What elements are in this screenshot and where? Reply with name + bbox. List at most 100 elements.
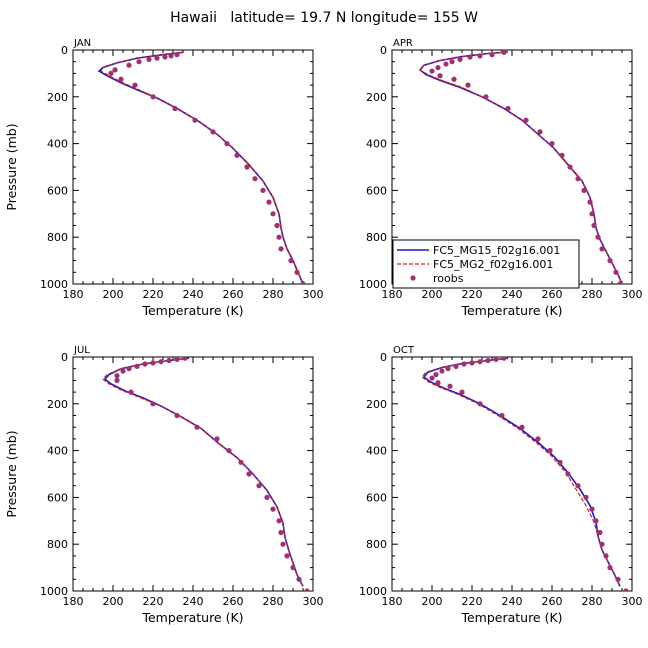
roobs-point <box>607 565 613 571</box>
x-tick-label: 200 <box>103 288 124 301</box>
y-tick-label: 200 <box>366 398 387 411</box>
roobs-point <box>565 471 571 477</box>
roobs-point <box>300 281 306 284</box>
roobs-point <box>461 361 467 367</box>
roobs-point <box>575 483 581 489</box>
roobs-point <box>435 380 441 386</box>
roobs-point <box>589 211 595 217</box>
y-tick-label: 400 <box>366 138 387 151</box>
roobs-point <box>429 68 435 74</box>
roobs-point <box>623 588 629 591</box>
roobs-point <box>477 53 483 59</box>
roobs-point <box>457 56 463 62</box>
legend-item-mg15: FC5_MG15_f02g16.001 <box>397 244 560 257</box>
series-line-mg2 <box>421 357 621 587</box>
panel-jan: 180 200 220 240 260 280 300 0 200 400 600 800 1000 JA… <box>4 38 324 318</box>
x-tick-label: 200 <box>422 288 443 301</box>
legend: FC5_MG15_f02g16.001FC5_MG2_f02g16.001roo… <box>392 239 580 289</box>
roobs-point <box>194 424 200 430</box>
roobs-point <box>469 360 475 366</box>
y-tick-label: 600 <box>366 184 387 197</box>
roobs-point <box>483 94 489 100</box>
roobs-point <box>128 389 134 395</box>
legend-label: roobs <box>433 272 464 285</box>
y-tick-label: 600 <box>366 491 387 504</box>
roobs-point <box>615 576 621 582</box>
roobs-point <box>172 105 178 112</box>
roobs-point <box>535 436 541 442</box>
y-tick-label: 200 <box>47 91 68 104</box>
roobs-point <box>134 363 140 369</box>
roobs-point <box>477 359 483 365</box>
roobs-point <box>114 377 120 383</box>
x-tick-label: 300 <box>303 288 324 301</box>
roobs-point <box>226 448 232 454</box>
roobs-point <box>150 360 156 366</box>
roobs-point <box>489 52 495 58</box>
roobs-point <box>591 222 597 229</box>
roobs-point <box>304 588 310 591</box>
legend-swatch-dot <box>410 275 416 281</box>
x-tick-label: 260 <box>542 595 563 608</box>
roobs-point <box>118 76 124 82</box>
roobs-point <box>437 73 443 79</box>
roobs-point <box>114 373 120 379</box>
roobs-point <box>583 494 589 500</box>
plot-frame <box>72 356 314 592</box>
roobs-point <box>523 117 529 123</box>
x-tick-label: 200 <box>422 595 443 608</box>
legend-label: FC5_MG15_f02g16.001 <box>433 244 560 257</box>
roobs-point <box>290 565 296 571</box>
roobs-point <box>168 53 174 59</box>
roobs-point <box>505 105 511 112</box>
roobs-point <box>465 82 471 88</box>
y-tick-label: 600 <box>47 491 68 504</box>
roobs-point <box>581 187 587 193</box>
series-line-mg15 <box>422 357 621 587</box>
y-tick-label: 1000 <box>359 278 387 291</box>
roobs-point <box>557 459 563 465</box>
roobs-point <box>276 234 282 240</box>
panel-oct: 180 200 220 240 260 280 300 0 200 400 600 800 1000 OC… <box>359 345 643 625</box>
legend-label: FC5_MG2_f02g16.001 <box>433 258 553 271</box>
x-tick-label: 260 <box>542 288 563 301</box>
roobs-point <box>603 553 609 559</box>
roobs-point <box>142 361 148 367</box>
roobs-point <box>210 129 216 135</box>
y-tick-label: 800 <box>47 231 68 244</box>
roobs-point <box>252 176 258 182</box>
roobs-point <box>270 506 276 512</box>
x-tick-label: 240 <box>183 288 204 301</box>
roobs-point <box>136 59 142 65</box>
y-tick-label: 400 <box>366 445 387 458</box>
roobs-point <box>459 389 465 395</box>
y-tick-label: 200 <box>366 91 387 104</box>
roobs-point <box>435 64 441 71</box>
series-line-mg2 <box>419 51 623 284</box>
x-tick-label: 280 <box>263 595 284 608</box>
panels: 180 200 220 240 260 280 300 0 200 400 600 800 1000 JA… <box>4 38 643 625</box>
y-tick-label: 400 <box>47 445 68 458</box>
x-tick-label: 260 <box>223 288 244 301</box>
roobs-point <box>613 269 619 275</box>
x-tick-label: 240 <box>502 595 523 608</box>
roobs-point <box>280 541 286 547</box>
roobs-point <box>485 357 491 364</box>
roobs-point <box>519 424 525 430</box>
y-tick-label: 0 <box>380 44 387 57</box>
roobs-point <box>158 359 164 365</box>
roobs-point <box>192 117 198 123</box>
x-tick-label: 300 <box>622 595 643 608</box>
roobs-point <box>607 258 613 264</box>
roobs-point <box>120 368 126 374</box>
roobs-point <box>150 94 156 100</box>
figure-title: Hawaii latitude= 19.7 N longitude= 155 W <box>170 10 478 26</box>
roobs-point <box>276 518 282 524</box>
panel-label: JUL <box>73 345 90 356</box>
plot-frame <box>391 356 633 592</box>
y-tick-label: 200 <box>47 398 68 411</box>
x-axis-title: Temperature (K) <box>141 610 243 625</box>
x-tick-label: 220 <box>462 595 483 608</box>
series-line-mg15 <box>97 51 304 284</box>
roobs-point <box>537 129 543 135</box>
